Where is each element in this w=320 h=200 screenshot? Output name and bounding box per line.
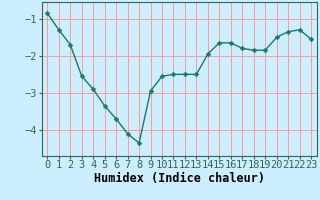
X-axis label: Humidex (Indice chaleur): Humidex (Indice chaleur) — [94, 172, 265, 185]
